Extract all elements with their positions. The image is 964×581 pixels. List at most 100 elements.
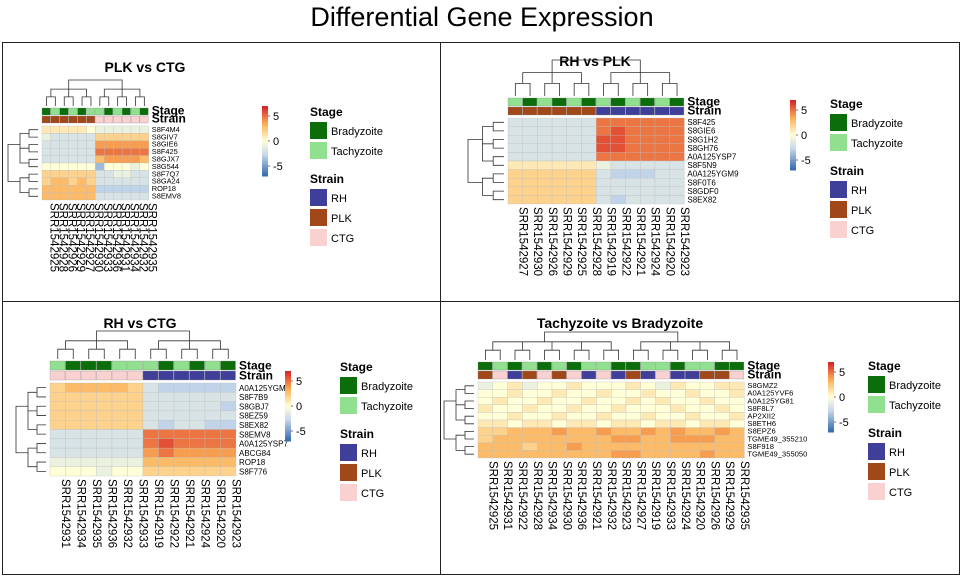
gene-label: S8F5N9	[687, 161, 717, 170]
color-scale-segment	[262, 156, 268, 159]
strain-cell	[68, 115, 78, 124]
heatmap-cell	[625, 389, 641, 398]
color-scale-tick-label: 0	[296, 401, 302, 413]
strain-cell	[596, 370, 611, 380]
horizontal-divider	[2, 301, 960, 302]
gene-label: S8GIE6	[687, 127, 716, 136]
legend-bradyzoite-swatch	[830, 114, 847, 131]
strain-cell	[670, 370, 685, 380]
sample-label: SRR1542924	[679, 461, 691, 531]
heatmap-cell	[655, 397, 671, 405]
heatmap-cell	[537, 450, 553, 459]
gene-label: ROP18	[152, 184, 176, 193]
heatmap-cell	[625, 442, 641, 451]
color-scale-segment	[790, 132, 796, 136]
stage-cell	[65, 360, 81, 371]
heatmap-cell	[596, 427, 612, 436]
heatmap-cell	[699, 381, 715, 390]
heatmap-cell	[596, 450, 612, 459]
heatmap-cell	[611, 381, 627, 390]
strain-cell	[522, 106, 538, 116]
stage-cell	[522, 361, 537, 371]
sample-label: SRR1542922	[167, 479, 179, 548]
color-scale-segment	[285, 388, 291, 392]
color-scale-segment	[285, 406, 291, 409]
gene-label: A0A125YGM9	[687, 170, 739, 179]
sample-label: SRR1542935	[90, 479, 102, 548]
gene-label: S8EMV8	[239, 430, 271, 439]
heatmap-cell	[625, 427, 641, 436]
heatmap-cell	[670, 397, 686, 405]
legend-bradyzoite-label: Bradyzoite	[851, 118, 903, 130]
heatmap-cell	[139, 192, 149, 201]
heatmap-cell	[477, 389, 493, 398]
legend-tachyzoite-swatch	[830, 134, 847, 151]
gene-label: S8F8L7	[747, 404, 774, 413]
gene-label: S8GH76	[687, 144, 718, 153]
sample-label: SRR1542928	[56, 203, 68, 272]
strain-cell	[477, 370, 493, 380]
color-scale-segment	[790, 155, 796, 158]
heatmap-cell	[507, 381, 523, 390]
sample-label: SRR1542931	[501, 461, 513, 530]
heatmap-cell	[714, 450, 730, 459]
legend-strain-title: Strain	[868, 426, 902, 440]
color-scale-segment	[262, 168, 268, 172]
heatmap-cell	[596, 412, 612, 421]
legend-strain-title: Strain	[310, 172, 344, 186]
heatmap-cell	[522, 404, 538, 413]
heatmap-cell	[522, 442, 538, 451]
heatmap-cell	[551, 404, 567, 413]
legend-rh-label: RH	[851, 185, 867, 197]
heatmap-cell	[655, 412, 671, 421]
stage-cell	[95, 107, 104, 116]
sample-label: SRR1542921	[590, 461, 602, 530]
heatmap-cell	[581, 404, 597, 413]
heatmap-cell	[625, 435, 641, 443]
stage-cell	[50, 107, 60, 116]
heatmap-cell	[537, 419, 553, 428]
heatmap-cell	[477, 381, 493, 390]
strain-cell	[507, 106, 523, 116]
color-scale-tick-label: 5	[839, 367, 845, 379]
legend-ctg-label: CTG	[331, 233, 354, 245]
heatmap-cell	[729, 404, 745, 413]
gene-label: S8EX82	[239, 421, 269, 430]
heatmap-cell	[640, 450, 656, 459]
sample-label: SRR1542932	[605, 461, 617, 530]
strain-cell	[729, 370, 745, 380]
legend-ctg-swatch	[868, 483, 885, 500]
stage-cell	[139, 107, 149, 116]
gene-label: S8GBJ7	[239, 402, 269, 411]
heatmap-cell	[551, 397, 567, 405]
heatmap-cell	[551, 381, 567, 390]
legend-stage-title: Stage	[830, 97, 863, 111]
stage-cell	[551, 361, 567, 371]
stage-cell	[127, 360, 143, 371]
legend-rh-label: RH	[331, 193, 347, 205]
legend-tachyzoite-label: Tachyzoite	[361, 401, 413, 413]
heatmap-cell	[670, 435, 686, 443]
stage-cell	[96, 360, 112, 371]
stage-row-label: Stage	[152, 104, 185, 118]
color-scale-segment	[828, 362, 834, 365]
heatmap-cell	[670, 381, 686, 390]
stage-cell	[670, 361, 685, 371]
strain-cell	[537, 106, 552, 116]
stage-cell	[158, 360, 174, 371]
heatmap-cell	[714, 427, 730, 436]
gene-label: S8F425	[152, 147, 178, 156]
gene-label: A0A125YG81	[747, 396, 793, 405]
heatmap-cell	[477, 397, 493, 405]
heatmap-cell	[596, 404, 612, 413]
color-scale-segment	[790, 150, 796, 153]
legend-strain-title: Strain	[830, 164, 864, 178]
legend-plk-label: PLK	[851, 205, 872, 217]
color-scale-segment	[790, 162, 796, 166]
gene-label: S8F7Q7	[152, 169, 180, 178]
heatmap-cell	[566, 450, 582, 459]
heatmap-cell	[714, 442, 730, 451]
color-scale-segment	[262, 126, 268, 129]
color-scale-segment	[790, 147, 796, 151]
